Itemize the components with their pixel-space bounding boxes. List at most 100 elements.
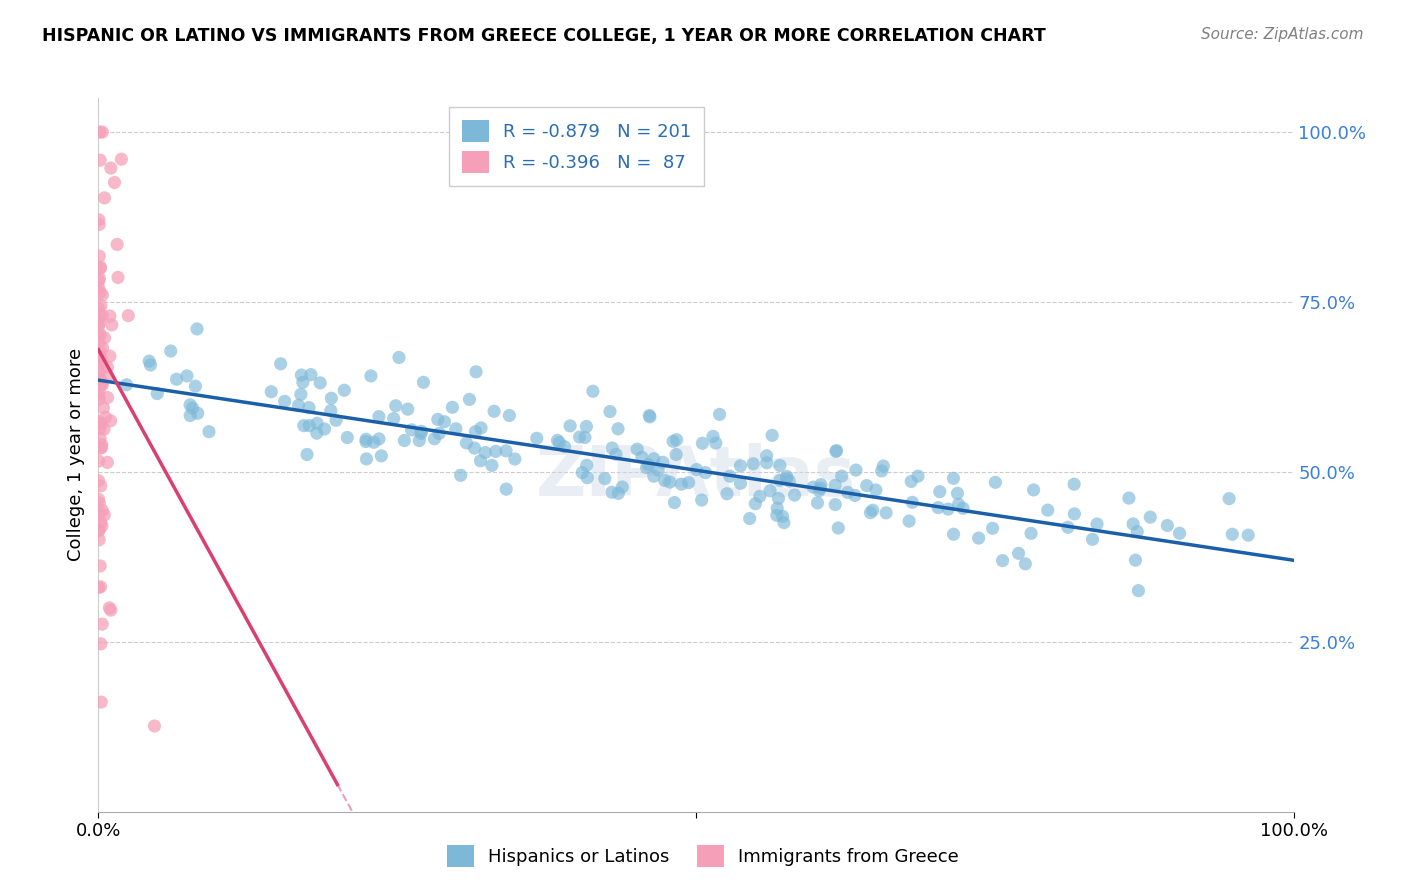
- Point: [105, 237, 128, 252]
- Point: [91, 377, 114, 392]
- Point: [87, 314, 110, 328]
- Point: [678, 475, 700, 490]
- Point: [1085, 516, 1108, 531]
- Point: [90, 519, 112, 533]
- Point: [96, 369, 118, 384]
- Point: [576, 471, 599, 485]
- Point: [299, 368, 322, 382]
- Point: [90, 298, 112, 312]
- Point: [290, 368, 312, 382]
- Point: [744, 497, 766, 511]
- Point: [662, 434, 685, 449]
- Point: [503, 452, 526, 467]
- Point: [138, 354, 160, 368]
- Point: [87, 417, 110, 431]
- Point: [89, 441, 111, 455]
- Point: [117, 309, 139, 323]
- Point: [575, 458, 598, 473]
- Point: [898, 514, 921, 528]
- Point: [844, 488, 866, 502]
- Point: [423, 432, 446, 446]
- Point: [89, 327, 111, 342]
- Point: [1220, 527, 1243, 541]
- Point: [1063, 507, 1085, 521]
- Point: [87, 301, 110, 316]
- Point: [89, 271, 111, 285]
- Point: [87, 524, 110, 538]
- Point: [90, 417, 112, 431]
- Point: [742, 457, 765, 471]
- Point: [384, 399, 406, 413]
- Point: [692, 436, 714, 450]
- Point: [89, 344, 111, 359]
- Point: [862, 503, 884, 517]
- Point: [991, 553, 1014, 567]
- Point: [176, 368, 198, 383]
- Point: [967, 531, 990, 545]
- Point: [1128, 583, 1150, 598]
- Point: [600, 441, 623, 455]
- Point: [90, 441, 112, 455]
- Point: [704, 436, 727, 450]
- Point: [89, 125, 111, 139]
- Point: [1022, 483, 1045, 497]
- Point: [1036, 503, 1059, 517]
- Point: [783, 488, 806, 502]
- Point: [159, 344, 181, 359]
- Point: [845, 463, 868, 477]
- Point: [465, 365, 488, 379]
- Point: [637, 458, 659, 472]
- Point: [647, 463, 669, 477]
- Point: [984, 475, 1007, 490]
- Point: [273, 394, 295, 409]
- Point: [474, 445, 496, 459]
- Point: [665, 433, 688, 447]
- Point: [801, 480, 824, 494]
- Point: [87, 533, 110, 547]
- Point: [927, 500, 949, 515]
- Point: [360, 368, 382, 383]
- Point: [87, 474, 110, 488]
- Point: [89, 261, 111, 276]
- Point: [87, 307, 110, 321]
- Point: [1126, 524, 1149, 539]
- Point: [87, 354, 110, 368]
- Point: [321, 391, 343, 405]
- Point: [325, 413, 347, 427]
- Point: [685, 462, 707, 476]
- Point: [942, 527, 965, 541]
- Point: [568, 430, 591, 444]
- Point: [1125, 553, 1147, 567]
- Point: [89, 392, 111, 406]
- Point: [808, 483, 831, 498]
- Point: [146, 386, 169, 401]
- Point: [103, 176, 125, 190]
- Point: [408, 434, 430, 448]
- Point: [548, 435, 571, 450]
- Point: [368, 432, 391, 446]
- Point: [89, 364, 111, 378]
- Point: [319, 403, 342, 417]
- Point: [495, 443, 517, 458]
- Point: [89, 218, 111, 232]
- Point: [1139, 510, 1161, 524]
- Point: [87, 523, 110, 537]
- Point: [305, 426, 328, 441]
- Point: [638, 409, 661, 424]
- Point: [1118, 491, 1140, 505]
- Point: [1007, 546, 1029, 560]
- Text: Source: ZipAtlas.com: Source: ZipAtlas.com: [1201, 27, 1364, 42]
- Point: [824, 478, 846, 492]
- Point: [179, 409, 201, 423]
- Point: [184, 379, 207, 393]
- Point: [582, 384, 605, 399]
- Point: [765, 508, 787, 523]
- Point: [388, 351, 411, 365]
- Point: [143, 719, 166, 733]
- Point: [382, 411, 405, 425]
- Point: [89, 285, 111, 300]
- Point: [456, 436, 478, 450]
- Point: [139, 358, 162, 372]
- Point: [305, 417, 328, 431]
- Point: [755, 456, 778, 470]
